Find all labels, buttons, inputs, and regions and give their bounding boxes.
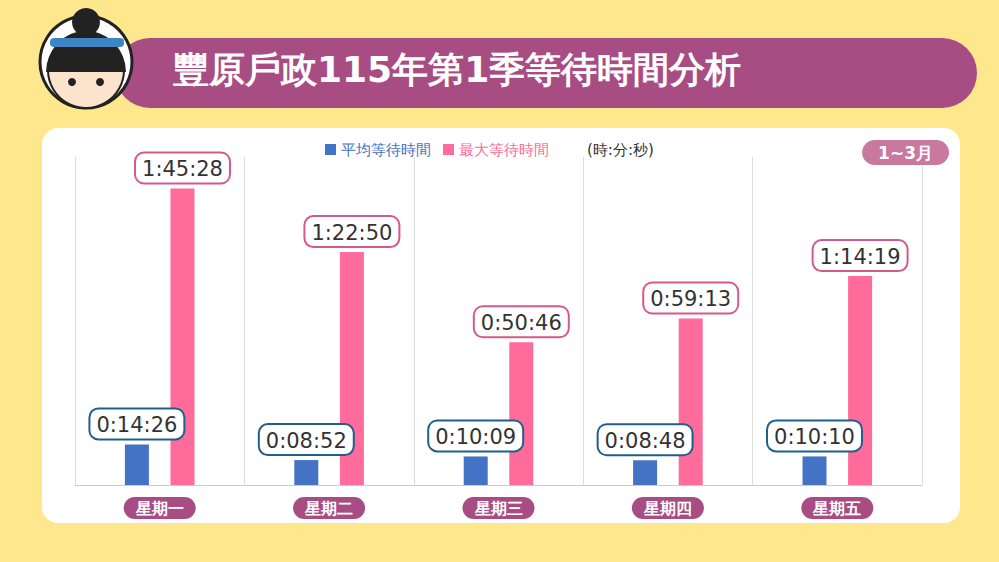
svg-text:0:10:09: 0:10:09 (435, 425, 516, 449)
svg-text:1~3月: 1~3月 (878, 143, 933, 163)
svg-text:星期四: 星期四 (643, 499, 692, 518)
svg-text:星期三: 星期三 (474, 499, 523, 518)
svg-text:最大等待時間: 最大等待時間 (459, 141, 549, 159)
svg-text:0:50:46: 0:50:46 (481, 311, 562, 335)
svg-text:豐原戶政115年第1季等待時間分析: 豐原戶政115年第1季等待時間分析 (173, 49, 741, 90)
svg-text:平均等待時間: 平均等待時間 (341, 141, 431, 159)
svg-text:(時:分:秒): (時:分:秒) (587, 141, 654, 159)
svg-text:1:14:19: 1:14:19 (820, 245, 901, 269)
svg-text:0:10:10: 0:10:10 (774, 425, 855, 449)
svg-text:星期五: 星期五 (812, 499, 861, 518)
svg-text:0:14:26: 0:14:26 (96, 413, 177, 437)
svg-text:星期一: 星期一 (135, 499, 184, 518)
svg-text:1:45:28: 1:45:28 (142, 157, 223, 181)
svg-text:0:59:13: 0:59:13 (650, 287, 731, 311)
svg-text:星期二: 星期二 (304, 499, 353, 518)
svg-text:0:08:52: 0:08:52 (266, 429, 347, 453)
svg-text:0:08:48: 0:08:48 (605, 429, 686, 453)
svg-text:1:22:50: 1:22:50 (311, 221, 392, 245)
